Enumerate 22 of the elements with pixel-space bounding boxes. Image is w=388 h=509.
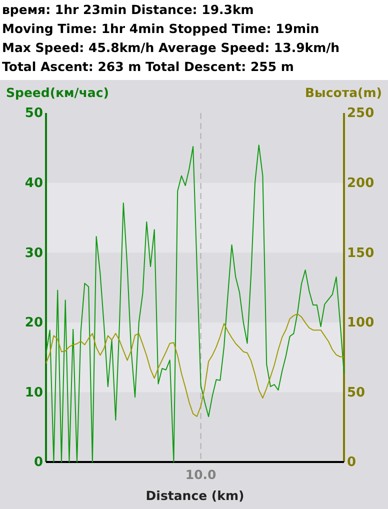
y2-tick-label: 150 xyxy=(347,246,374,261)
y2-tick-label: 100 xyxy=(347,316,374,331)
text: Total Ascent: 263 m Total Descent: 255 m xyxy=(2,59,294,74)
x-axis-title: Distance (km) xyxy=(146,488,244,503)
y-tick-label: 10 xyxy=(24,385,43,400)
y2-axis-title: Высота(m) xyxy=(305,85,382,100)
y-tick-label: 20 xyxy=(24,316,43,331)
y2-tick-label: 50 xyxy=(347,385,366,400)
line-series xyxy=(46,144,344,462)
y-axis-title: Speed(км/час) xyxy=(6,85,109,100)
text: Max Speed: 45.8km/h Average Speed: 13.9km/h xyxy=(2,40,340,55)
y2-tick-label: 200 xyxy=(347,176,374,191)
text: время: 1hr 23min Distance: 19.3km xyxy=(2,2,254,17)
y-tick-label: 50 xyxy=(24,106,43,122)
y-tick-label: 40 xyxy=(24,176,43,191)
y2-tick-label: 0 xyxy=(347,455,356,470)
y-tick-label: 0 xyxy=(34,455,43,470)
text: Moving Time: 1hr 4min Stopped Time: 19min xyxy=(2,21,320,36)
line-series xyxy=(46,314,344,417)
y-tick-label: 30 xyxy=(24,246,43,261)
y2-tick-label: 250 xyxy=(347,106,374,122)
x-tick-label: 10.0 xyxy=(185,466,217,482)
